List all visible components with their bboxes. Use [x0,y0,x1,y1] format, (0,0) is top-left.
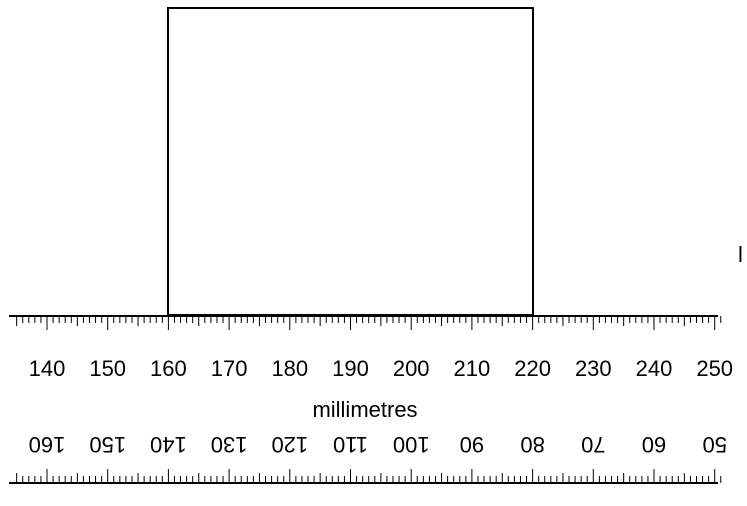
lower-ruler-ticks [16,469,722,483]
unit-label: millimetres [312,397,417,422]
upper-tick-label: 140 [29,356,66,381]
lower-tick-label: 70 [581,432,605,457]
measured-block [167,7,534,316]
lower-tick-label: 110 [333,432,368,457]
upper-tick-label: 150 [89,356,126,381]
upper-ruler-labels: 140 150 160 170 180 190 200 210 220 230 240 250 [29,356,733,381]
upper-tick-label: 190 [332,356,369,381]
lower-tick-label: 140 [150,432,187,457]
upper-ruler-ticks [16,316,722,330]
lower-tick-label: 130 [211,432,248,457]
lower-tick-label: 90 [460,432,484,457]
lower-tick-label: 50 [702,432,726,457]
lower-tick-label: 60 [642,432,666,457]
upper-tick-label: 200 [393,356,430,381]
lower-tick-label: 120 [271,432,308,457]
upper-tick-label: 160 [150,356,187,381]
upper-ruler: 140 150 160 170 180 190 200 210 220 230 240 250 [9,315,733,381]
lower-tick-label: 80 [520,432,544,457]
upper-tick-label: 230 [575,356,612,381]
lower-ruler: 160 150 140 130 120 110 100 90 80 70 60 50 [9,432,727,484]
lower-ruler-labels: 160 150 140 130 120 110 100 90 80 70 60 50 [29,432,727,457]
lower-tick-label: 100 [393,432,430,457]
lower-tick-label: 160 [29,432,66,457]
upper-tick-label: 170 [211,356,248,381]
upper-tick-label: 180 [271,356,308,381]
upper-tick-label: 210 [454,356,491,381]
side-mark: l [738,242,743,267]
lower-tick-label: 150 [89,432,126,457]
upper-tick-label: 250 [696,356,733,381]
upper-tick-label: 240 [636,356,673,381]
upper-tick-label: 220 [514,356,551,381]
